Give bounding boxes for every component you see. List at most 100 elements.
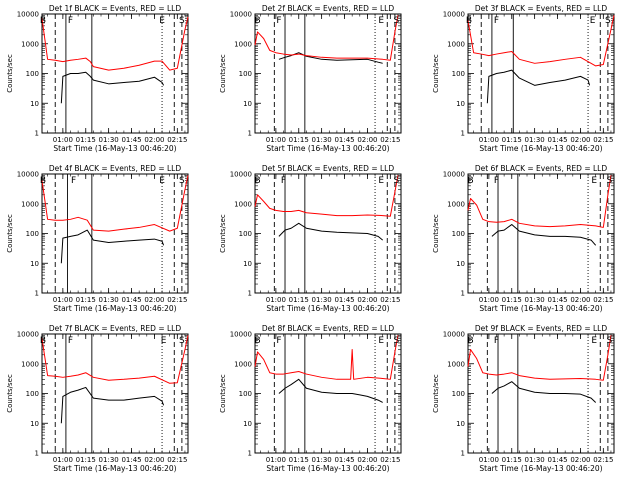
y-tick-label: 10 bbox=[30, 100, 39, 108]
panel-9: Det 9f BLACK = Events, RED = LLD 1 10 100 10… bbox=[432, 324, 615, 473]
marker-label-s: S bbox=[607, 176, 613, 186]
events-series-line bbox=[491, 381, 597, 403]
plot-frame bbox=[467, 13, 615, 134]
marker-label-b: B bbox=[40, 336, 46, 346]
marker-label-b: B bbox=[254, 176, 260, 186]
y-tick-label: 10000 bbox=[17, 331, 39, 339]
y-tick-label: 1000 bbox=[447, 40, 465, 48]
y-tick-label: 10000 bbox=[17, 171, 39, 179]
y-tick-label: 10000 bbox=[443, 331, 465, 339]
y-tick-label: 100 bbox=[452, 230, 465, 238]
marker-label-b: B bbox=[466, 16, 472, 26]
marker-label-e: E bbox=[159, 176, 165, 186]
panel-title: Det 2f BLACK = Events, RED = LLD bbox=[262, 4, 395, 13]
x-tick-label: 01:00 bbox=[53, 296, 73, 304]
y-tick-label: 10 bbox=[456, 260, 465, 268]
x-tick-label: 01:00 bbox=[479, 456, 499, 464]
lld-series-line bbox=[467, 335, 612, 381]
panel-2: Det 2f BLACK = Events, RED = LLD 1 10 100 10… bbox=[219, 4, 402, 153]
plot-frame bbox=[41, 13, 189, 134]
panel-4: Det 4f BLACK = Events, RED = LLD 1 10 100 10… bbox=[6, 164, 189, 313]
marker-label-e: E bbox=[591, 336, 597, 346]
lld-series-line bbox=[41, 335, 189, 384]
x-tick-label: 01:30 bbox=[99, 456, 119, 464]
marker-label-e: E bbox=[590, 16, 596, 26]
y-tick-label: 10000 bbox=[443, 11, 465, 19]
lld-series-line bbox=[254, 175, 399, 217]
y-tick-label: 100 bbox=[26, 230, 39, 238]
y-axis-label: Counts/sec bbox=[219, 54, 227, 93]
plot-frame bbox=[254, 333, 402, 454]
x-tick-label: 01:30 bbox=[312, 136, 332, 144]
x-tick-label: 01:15 bbox=[289, 296, 309, 304]
x-tick-label: 02:00 bbox=[570, 136, 590, 144]
x-tick-label: 01:00 bbox=[266, 456, 286, 464]
plot-frame bbox=[41, 173, 189, 294]
marker-label-s: S bbox=[607, 336, 613, 346]
x-tick-label: 02:00 bbox=[357, 136, 377, 144]
panel-title: Det 1f BLACK = Events, RED = LLD bbox=[49, 4, 182, 13]
x-axis-label: Start Time (16-May-13 00:46:20) bbox=[479, 464, 602, 473]
x-tick-label: 01:15 bbox=[289, 136, 309, 144]
y-axis-label: Counts/sec bbox=[6, 374, 14, 413]
y-tick-label: 100 bbox=[452, 390, 465, 398]
marker-label-s: S bbox=[394, 176, 400, 186]
panel-8: Det 8f BLACK = Events, RED = LLD 1 10 100 10… bbox=[219, 324, 402, 473]
y-tick-label: 1000 bbox=[21, 200, 39, 208]
marker-label-b: B bbox=[40, 16, 46, 26]
y-tick-label: 1 bbox=[461, 450, 465, 458]
marker-label-f: F bbox=[276, 336, 281, 346]
x-tick-label: 01:45 bbox=[121, 136, 141, 144]
marker-label-e: E bbox=[378, 336, 384, 346]
y-tick-label: 10000 bbox=[17, 11, 39, 19]
marker-label-f: F bbox=[68, 336, 73, 346]
panel-title: Det 3f BLACK = Events, RED = LLD bbox=[475, 4, 608, 13]
x-tick-label: 01:45 bbox=[547, 296, 567, 304]
marker-label-b: B bbox=[254, 16, 260, 26]
marker-label-s: S bbox=[605, 16, 611, 26]
y-tick-label: 1 bbox=[35, 450, 39, 458]
x-axis-label: Start Time (16-May-13 00:46:20) bbox=[53, 464, 176, 473]
y-tick-label: 100 bbox=[26, 390, 39, 398]
panel-3: Det 3f BLACK = Events, RED = LLD 1 10 100 10… bbox=[432, 4, 615, 153]
x-tick-label: 01:00 bbox=[479, 296, 499, 304]
x-tick-label: 01:45 bbox=[547, 456, 567, 464]
x-tick-label: 01:15 bbox=[289, 456, 309, 464]
marker-label-e: E bbox=[159, 16, 165, 26]
x-axis-label: Start Time (16-May-13 00:46:20) bbox=[53, 304, 176, 313]
lld-series-line bbox=[41, 16, 189, 71]
x-tick-label: 02:15 bbox=[380, 296, 400, 304]
y-tick-label: 1 bbox=[35, 290, 39, 298]
x-axis-label: Start Time (16-May-13 00:46:20) bbox=[53, 144, 176, 153]
x-tick-label: 01:00 bbox=[53, 456, 73, 464]
plot-frame bbox=[467, 333, 615, 454]
panel-title: Det 7f BLACK = Events, RED = LLD bbox=[49, 324, 182, 333]
x-tick-label: 02:15 bbox=[380, 136, 400, 144]
x-tick-label: 02:15 bbox=[380, 456, 400, 464]
marker-label-s: S bbox=[179, 16, 185, 26]
x-tick-label: 02:00 bbox=[144, 296, 164, 304]
y-tick-label: 100 bbox=[239, 390, 252, 398]
marker-label-f: F bbox=[494, 176, 499, 186]
y-tick-label: 1000 bbox=[21, 360, 39, 368]
x-tick-label: 01:30 bbox=[525, 456, 545, 464]
y-tick-label: 1000 bbox=[234, 200, 252, 208]
x-tick-label: 02:15 bbox=[593, 456, 613, 464]
x-tick-label: 01:30 bbox=[525, 136, 545, 144]
marker-label-f: F bbox=[276, 16, 281, 26]
marker-label-e: E bbox=[161, 336, 167, 346]
marker-label-s: S bbox=[179, 336, 185, 346]
lld-series-line bbox=[41, 175, 189, 232]
x-axis-label: Start Time (16-May-13 00:46:20) bbox=[479, 304, 602, 313]
x-tick-label: 01:15 bbox=[76, 456, 96, 464]
marker-label-f: F bbox=[281, 176, 286, 186]
x-axis-label: Start Time (16-May-13 00:46:20) bbox=[266, 304, 389, 313]
x-tick-label: 01:30 bbox=[312, 456, 332, 464]
x-tick-label: 01:00 bbox=[266, 296, 286, 304]
events-series-line bbox=[486, 69, 591, 104]
y-axis-label: Counts/sec bbox=[6, 214, 14, 253]
y-tick-label: 10 bbox=[243, 100, 252, 108]
marker-label-e: E bbox=[378, 16, 384, 26]
x-tick-label: 02:00 bbox=[570, 296, 590, 304]
